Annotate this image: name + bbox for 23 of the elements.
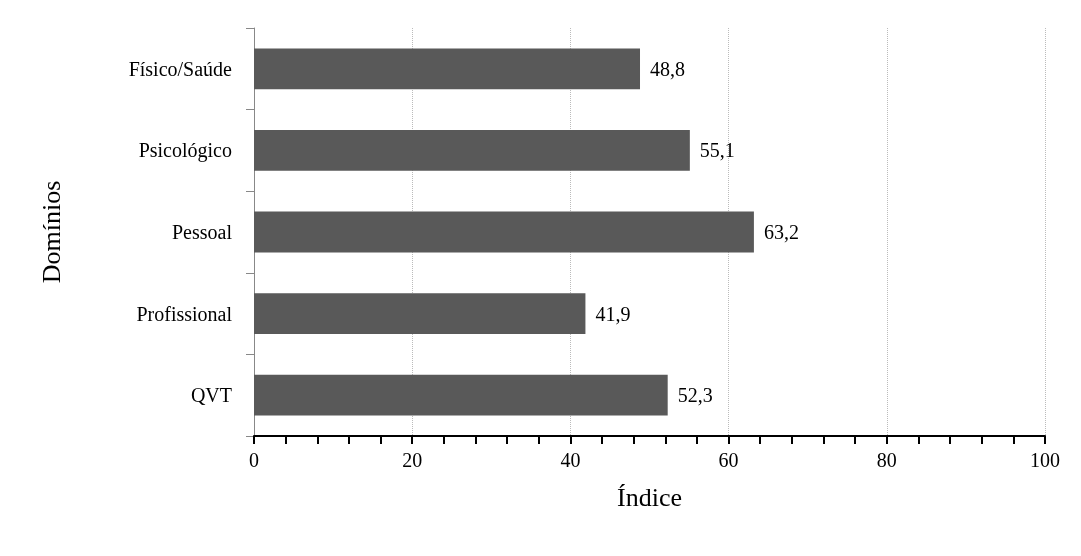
bar [254,130,690,171]
y-axis-title: Domínios [36,180,66,284]
y-tick-label: Psicológico [138,139,232,163]
y-tick-label: Pessoal [172,221,233,243]
data-label: 63,2 [763,221,799,243]
y-tick-label: Físico/Saúde [128,57,233,80]
x-tick-label: 80 [876,449,897,471]
data-label: 41,9 [595,302,631,325]
bar [254,48,641,90]
data-label: 48,8 [650,57,686,80]
bar [254,293,586,334]
data-label: 52,3 [677,384,713,407]
x-axis-title: Índice [617,482,682,512]
y-tick-label: QVT [190,384,232,407]
x-tick-label: 100 [1030,449,1060,471]
x-tick-label: 60 [718,449,739,471]
data-label: 55,1 [699,139,735,162]
x-tick-label: 20 [402,449,423,471]
x-tick-label: 0 [249,449,259,471]
bar [254,211,754,253]
bar [254,374,668,416]
y-tick-label: Profissional [136,302,233,325]
x-tick-label: 40 [560,449,581,471]
